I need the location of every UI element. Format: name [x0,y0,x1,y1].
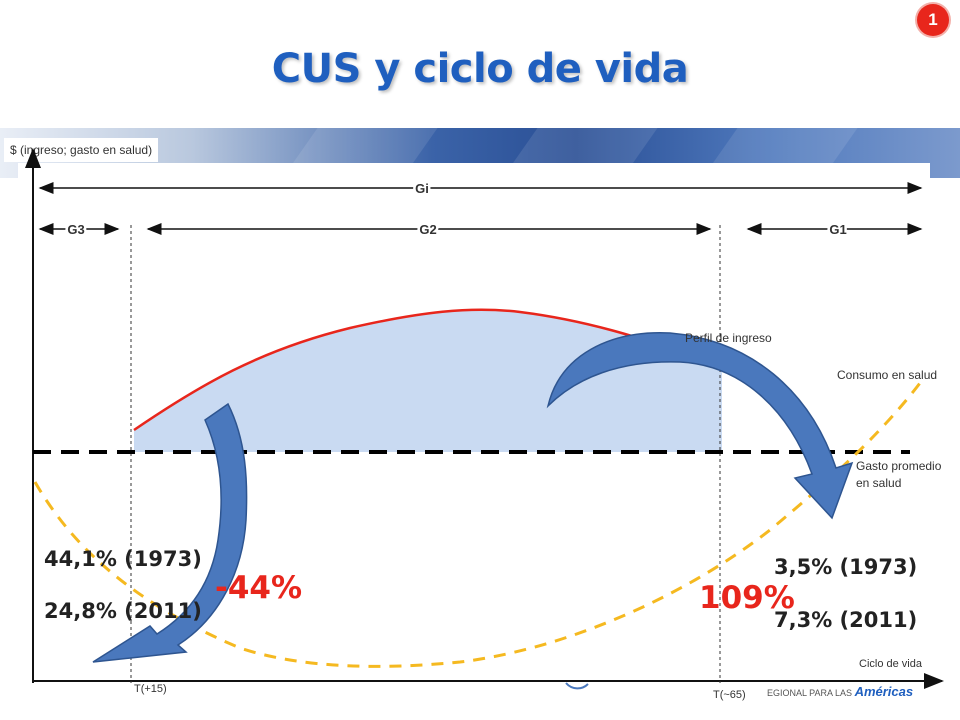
slide-title: CUS y ciclo de vida [271,46,689,92]
slide-number-badge: 1 [917,4,949,36]
right-stat-2011: 7,3% (2011) [774,608,917,632]
average-spending-label-1: Gasto promedio [856,459,942,473]
right-stat-1973: 3,5% (1973) [774,555,917,579]
health-consumption-label: Consumo en salud [837,368,937,382]
right-transfer-arrow [546,332,854,520]
footer-logo: EGIONAL PARA LAS Américas [767,684,913,699]
g2-label: G2 [419,222,436,237]
income-profile-curve [133,308,723,432]
average-spending-label-2: en salud [856,476,901,490]
g3-label: G3 [67,222,84,237]
g1-label: G1 [829,222,846,237]
x-axis-label: Ciclo de vida [859,658,923,670]
left-transfer-arrow [92,402,248,663]
tick-t15: T(+15) [134,683,167,695]
left-change-pct: -44% [215,570,302,606]
logo-prefix: EGIONAL PARA LAS [767,688,853,698]
gi-label: Gi [415,181,429,196]
logo-brand: Américas [854,684,914,699]
right-change-pct: 109% [699,580,795,616]
left-stat-1973: 44,1% (1973) [44,547,202,571]
logo-swoosh [565,682,589,690]
income-profile-label: Perfil de ingreso [685,331,772,345]
left-stat-2011: 24,8% (2011) [44,599,202,623]
tick-t65: T(~65) [713,689,746,701]
income-area-fill [134,309,722,452]
